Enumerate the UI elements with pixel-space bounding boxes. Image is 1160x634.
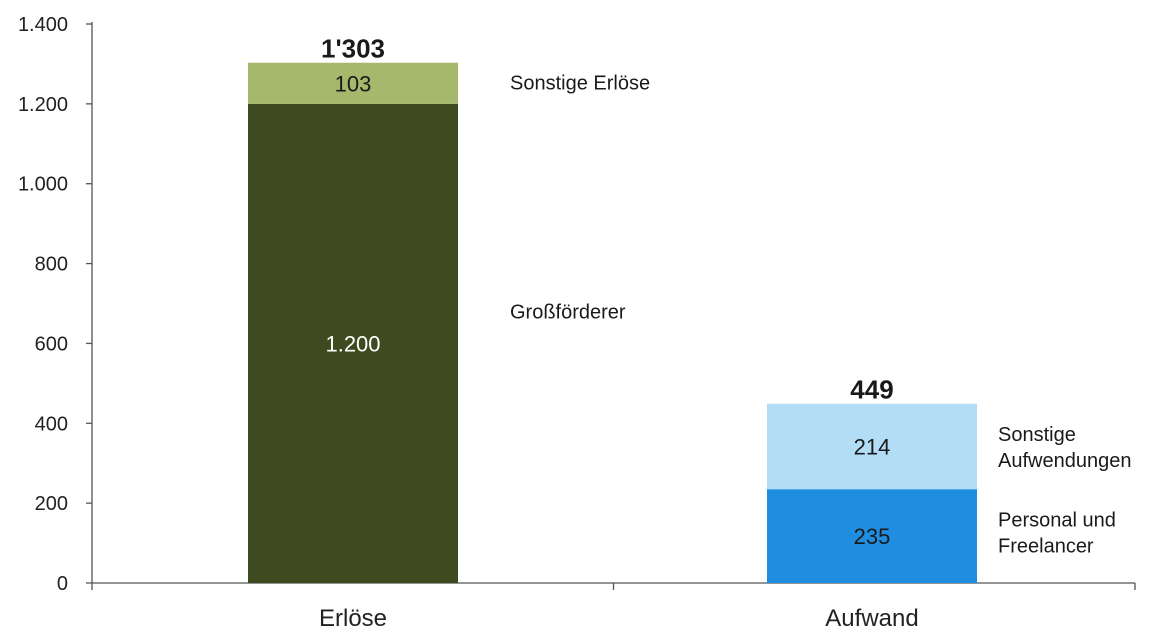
y-tick-label: 800 bbox=[35, 254, 68, 276]
series-label-line: Großförderer bbox=[510, 301, 626, 323]
series-label: Großförderer bbox=[510, 301, 626, 323]
series-label: Sonstige Aufwendungen bbox=[998, 424, 1131, 472]
bar-total-label: 449 bbox=[850, 375, 893, 405]
series-label-line: Aufwendungen bbox=[998, 450, 1131, 472]
series-label-line: Sonstige Erlöse bbox=[510, 73, 650, 95]
x-category-label: Erlöse bbox=[319, 605, 387, 632]
y-tick-label: 1.400 bbox=[18, 14, 68, 36]
y-tick-label: 200 bbox=[35, 493, 68, 515]
bar-segment bbox=[767, 403, 977, 490]
y-tick-label: 400 bbox=[35, 413, 68, 435]
bar-segment bbox=[767, 489, 977, 583]
bar-segment bbox=[248, 62, 458, 104]
series-label-line: Freelancer bbox=[998, 535, 1094, 557]
y-tick-label: 0 bbox=[57, 573, 68, 595]
x-category-label: Aufwand bbox=[825, 605, 918, 632]
chart-bars bbox=[248, 62, 977, 583]
segment-value-label: 103 bbox=[335, 71, 372, 96]
segment-value-label: 214 bbox=[854, 434, 891, 459]
chart-axes: 0 200 400 600 800 1.000 1.200 1.400 Erlöse Aufwan… bbox=[18, 14, 1136, 632]
series-label-line: Sonstige bbox=[998, 424, 1076, 446]
series-label-line: Personal und bbox=[998, 509, 1116, 531]
segment-value-label: 1.200 bbox=[325, 331, 380, 356]
series-label: Personal und Freelancer bbox=[998, 509, 1116, 557]
bar-total-label: 1'303 bbox=[321, 34, 385, 64]
chart-labels: 1.200 103 1'303 235 214 449 Sonstige Erlöse Gro… bbox=[321, 34, 1131, 558]
bar-segment bbox=[248, 103, 458, 583]
y-tick-label: 1.000 bbox=[18, 174, 68, 196]
y-tick-label: 1.200 bbox=[18, 94, 68, 116]
segment-value-label: 235 bbox=[854, 524, 891, 549]
series-label: Sonstige Erlöse bbox=[510, 73, 650, 95]
y-tick-label: 600 bbox=[35, 333, 68, 355]
